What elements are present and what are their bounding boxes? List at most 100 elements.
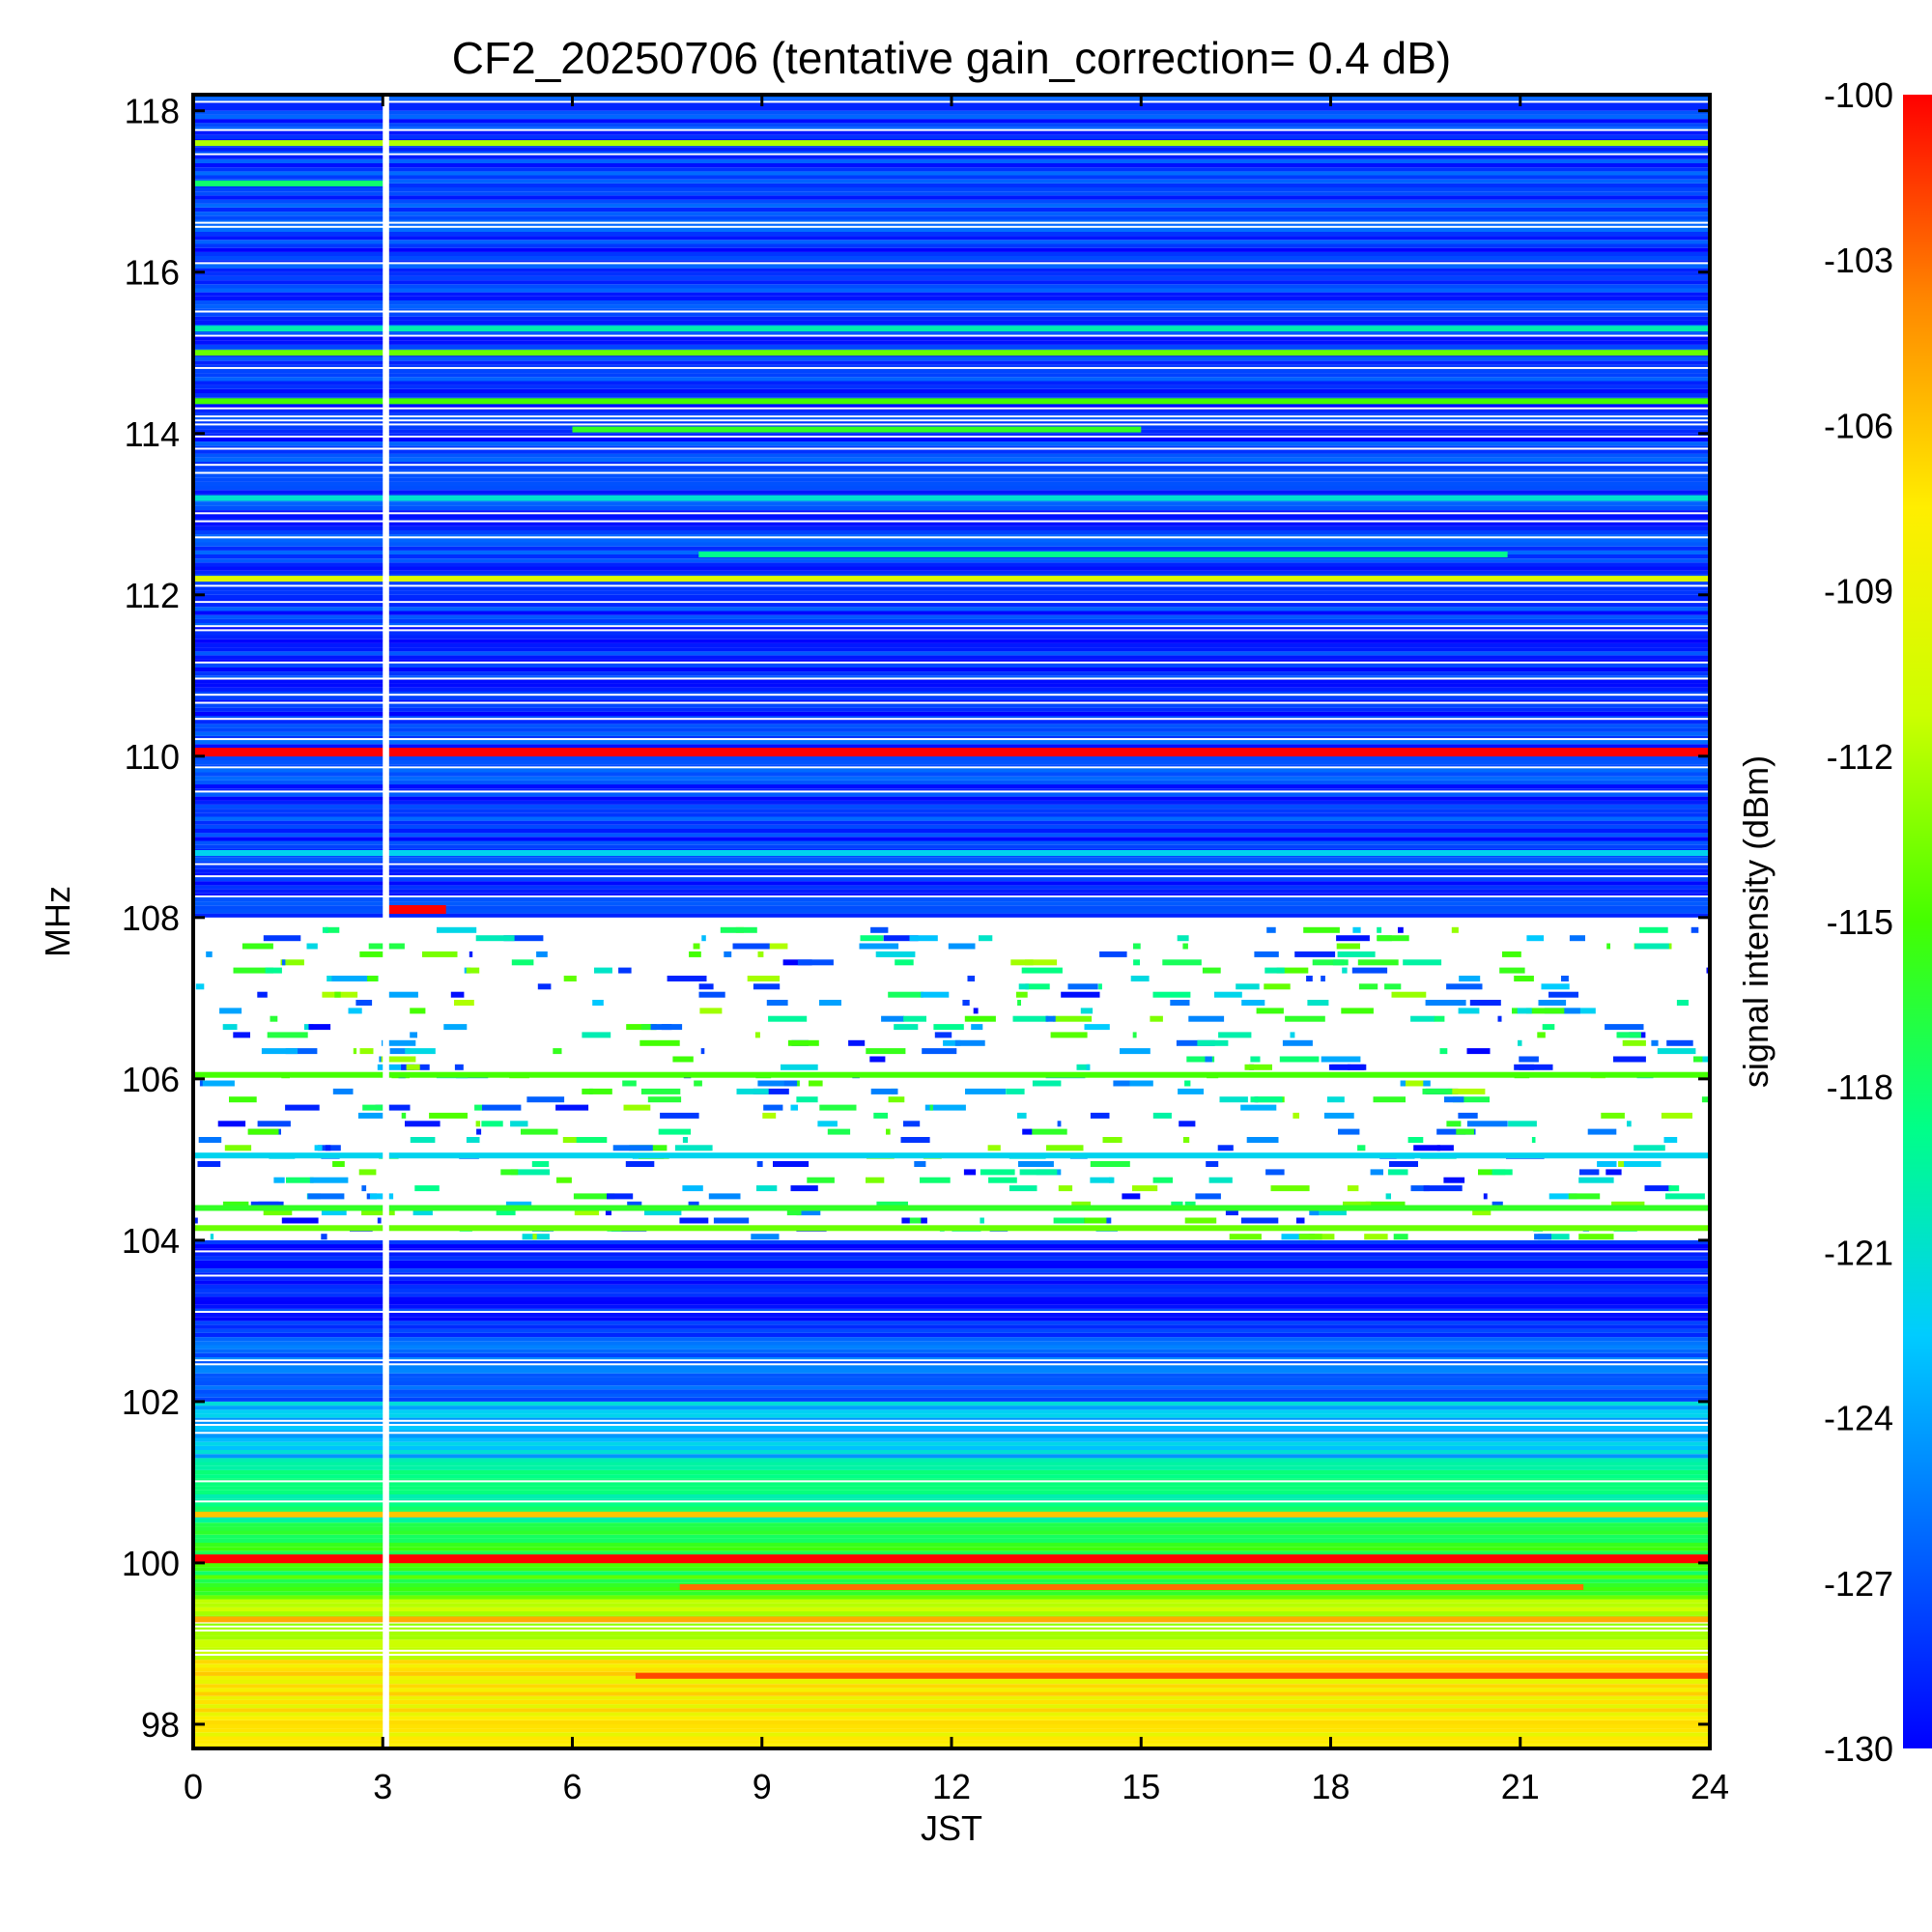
heatmap-cell (866, 1048, 906, 1055)
heatmap-row (193, 449, 1710, 454)
heatmap-cell (1410, 1015, 1435, 1022)
heatmap-cell (605, 1209, 611, 1216)
heatmap-cell (1010, 959, 1034, 966)
heatmap-row (193, 384, 1710, 389)
heatmap-cell (1293, 1112, 1299, 1119)
heatmap-cell (640, 1088, 681, 1094)
heatmap-cell (555, 1104, 589, 1111)
heatmap-row (193, 607, 1710, 611)
heatmap-row (193, 368, 1710, 374)
heatmap-cell (1444, 1096, 1464, 1103)
heatmap-row (193, 191, 1710, 196)
heatmap-cell (353, 1048, 357, 1055)
heatmap-cell (1384, 983, 1402, 990)
heatmap-row (193, 857, 1710, 862)
heatmap-row (193, 332, 1710, 335)
heatmap-row (193, 707, 1710, 712)
heatmap-cell (1050, 1032, 1088, 1038)
heatmap-cell (639, 1039, 680, 1046)
heatmap-cell (1502, 951, 1521, 957)
heatmap-cell (537, 983, 552, 990)
heatmap-cell (1022, 1128, 1033, 1135)
heatmap-cell (1578, 1234, 1614, 1240)
heatmap-cell (1240, 1217, 1279, 1224)
heatmap-cell (1186, 1056, 1215, 1063)
heatmap-row (193, 251, 1710, 256)
heatmap-cell (1312, 959, 1345, 966)
heatmap-cell (475, 1121, 481, 1127)
heatmap-row (193, 1345, 1710, 1350)
heatmap-row (193, 1562, 1710, 1568)
heatmap-cell (1290, 1032, 1295, 1038)
heatmap-row (193, 1623, 1710, 1626)
heatmap-cell (285, 1048, 318, 1055)
heatmap-row (193, 316, 1710, 321)
heatmap-row (193, 412, 1710, 416)
heatmap-cell (1197, 1039, 1229, 1046)
heatmap-row (193, 703, 1710, 708)
signal-band (193, 850, 1710, 856)
heatmap-cell (693, 943, 700, 950)
heatmap-row (193, 1426, 1710, 1431)
heatmap-cell (233, 967, 273, 974)
heatmap-row (193, 809, 1710, 813)
heatmap-cell (1019, 1169, 1058, 1176)
heatmap-row (193, 667, 1710, 672)
heatmap-cell (281, 1217, 319, 1224)
heatmap-row (193, 377, 1710, 382)
heatmap-cell (531, 1161, 550, 1167)
heatmap-row (193, 833, 1710, 838)
heatmap-cell (1601, 1112, 1625, 1119)
heatmap-cell (1443, 1177, 1465, 1183)
heatmap-cell (886, 1128, 891, 1135)
heatmap-cell (280, 959, 304, 966)
heatmap-cell (1266, 926, 1276, 933)
heatmap-row (193, 639, 1710, 643)
heatmap-cell (790, 1185, 818, 1192)
heatmap-row (193, 243, 1710, 248)
heatmap-cell (437, 926, 477, 933)
heatmap-cell (1225, 1209, 1238, 1216)
heatmap-cell (1605, 1169, 1622, 1176)
heatmap-cell (1466, 1048, 1491, 1055)
heatmap-row (193, 462, 1710, 465)
heatmap-cell (422, 951, 458, 957)
heatmap-row (193, 861, 1710, 864)
heatmap-cell (321, 1209, 347, 1216)
heatmap-cell (1341, 1008, 1374, 1014)
heatmap-cell (405, 1048, 436, 1055)
heatmap-cell (1006, 1088, 1025, 1094)
heatmap-row (193, 1599, 1710, 1604)
signal-band (193, 398, 1710, 405)
heatmap-row (193, 167, 1710, 172)
heatmap-cell (229, 1096, 257, 1103)
heatmap-cell (988, 1177, 1017, 1183)
signal-band (193, 1616, 1710, 1623)
heatmap-row (193, 1406, 1710, 1410)
heatmap-row (193, 473, 1710, 478)
heatmap-cell (1517, 1008, 1532, 1014)
heatmap-cell (197, 1161, 221, 1167)
heatmap-cell (698, 983, 714, 990)
heatmap-cell (1206, 1161, 1219, 1167)
heatmap-cell (1613, 1056, 1646, 1063)
signal-band (193, 140, 1710, 147)
heatmap-cell (412, 1209, 433, 1216)
heatmap-cell (1451, 926, 1459, 933)
heatmap-row (193, 776, 1710, 781)
heatmap-row (193, 582, 1710, 585)
colorbar-ticks: -100 -103 -106 -109 -112 -115 -118 -121 -124 -127… (1824, 75, 1893, 1769)
heatmap-cell (1276, 967, 1309, 974)
heatmap-cell (1120, 1048, 1151, 1055)
heatmap-row (193, 1684, 1710, 1689)
heatmap-cell (1508, 1121, 1537, 1127)
heatmap-cell (1512, 1008, 1519, 1014)
x-tick-label: 21 (1501, 1767, 1540, 1806)
heatmap-cell (870, 926, 889, 933)
heatmap-row (193, 1393, 1710, 1398)
heatmap-cell (233, 1032, 250, 1038)
heatmap-cell (263, 1209, 293, 1216)
heatmap-cell (273, 1177, 285, 1183)
heatmap-row (193, 651, 1710, 656)
heatmap-cell (766, 1000, 788, 1006)
